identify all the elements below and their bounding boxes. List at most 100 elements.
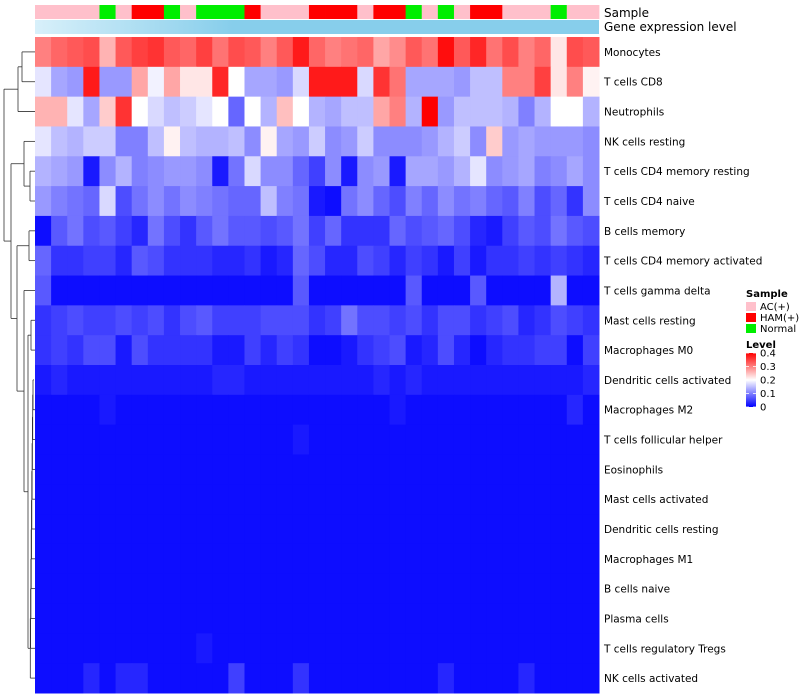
heatmap-cell: [51, 305, 68, 336]
heatmap-cell: [260, 186, 278, 217]
heatmap-cell: [325, 484, 342, 515]
heatmap-cell: [99, 484, 117, 515]
heatmap-cell: [534, 96, 552, 127]
heatmap-cell: [260, 424, 278, 455]
heatmap-cell: [244, 156, 262, 187]
heatmap-cell: [260, 394, 278, 426]
heatmap-cell: [292, 514, 310, 545]
heatmap-cell: [405, 275, 423, 306]
heatmap-cell: [83, 275, 100, 306]
heatmap-cell: [389, 37, 407, 68]
heatmap-cell: [276, 394, 294, 426]
heatmap-cell: [276, 663, 294, 694]
heatmap-cell: [550, 633, 568, 664]
legend-label-ham: HAM(+): [760, 313, 799, 324]
heatmap-cell: [83, 335, 100, 366]
heatmap-cell: [453, 454, 471, 485]
heatmap-cell: [308, 543, 326, 575]
heatmap-cell: [582, 394, 600, 426]
heatmap-cell: [405, 335, 423, 366]
heatmap-cell: [260, 365, 278, 396]
heatmap-cell: [51, 66, 68, 98]
heatmap-cell: [518, 365, 536, 396]
heatmap-cell: [325, 156, 342, 187]
heatmap-cell: [373, 215, 391, 247]
heatmap-cell: [67, 365, 84, 396]
heatmap-cell: [357, 633, 374, 664]
heatmap-cell: [196, 186, 213, 217]
heatmap-cell: [357, 275, 374, 306]
heatmap-cell: [470, 335, 487, 366]
heatmap-cell: [147, 245, 165, 277]
heatmap-cell: [308, 275, 326, 306]
heatmap-cell: [518, 335, 536, 366]
heatmap-cell: [582, 484, 600, 515]
heatmap-cell: [389, 603, 407, 634]
heatmap-cell: [276, 543, 294, 575]
heatmap-cell: [180, 514, 197, 545]
heatmap-cell: [83, 126, 100, 157]
heatmap-cell: [325, 245, 342, 277]
heatmap-cell: [308, 126, 326, 157]
sample-annotation-cell: [341, 5, 358, 19]
heatmap-cell: [228, 305, 245, 336]
heatmap-cell: [518, 424, 536, 455]
heatmap-cell: [453, 275, 471, 306]
heatmap-cell: [115, 573, 133, 605]
heatmap-cell: [550, 365, 568, 396]
heatmap-cell: [373, 126, 391, 157]
heatmap-cell: [180, 245, 197, 277]
heatmap-cell: [180, 633, 197, 664]
heatmap-cell: [260, 633, 278, 664]
heatmap-cell: [405, 186, 423, 217]
row-label: Dendritic cells activated: [604, 375, 731, 387]
heatmap-cell: [228, 156, 245, 187]
heatmap-cell: [67, 514, 84, 545]
heatmap-cell: [325, 186, 342, 217]
heatmap-cell: [163, 186, 181, 217]
heatmap-cell: [147, 484, 165, 515]
heatmap-cell: [566, 156, 584, 187]
row-label: Dendritic cells resting: [604, 524, 719, 536]
sample-annotation-cell: [147, 5, 165, 19]
heatmap-cell: [67, 633, 84, 664]
heatmap-cell: [534, 66, 552, 98]
heatmap-cell: [260, 573, 278, 605]
heatmap-cell: [357, 126, 374, 157]
heatmap-cell: [389, 663, 407, 694]
heatmap-cell: [550, 126, 568, 157]
legend-label-ac: AC(+): [760, 302, 790, 313]
heatmap-cell: [566, 37, 584, 68]
heatmap-cell: [83, 603, 100, 634]
heatmap-cell: [405, 156, 423, 187]
heatmap-cell: [35, 66, 52, 98]
heatmap-cell: [99, 245, 117, 277]
heatmap-cell: [83, 305, 100, 336]
heatmap-cell: [518, 96, 536, 127]
heatmap-cell: [212, 543, 229, 575]
heatmap-cell: [437, 96, 455, 127]
heatmap-cell: [163, 603, 181, 634]
heatmap-cell: [502, 37, 519, 68]
heatmap-cell: [325, 335, 342, 366]
heatmap-cell: [292, 305, 310, 336]
heatmap-cell: [51, 454, 68, 485]
heatmap-cell: [228, 573, 245, 605]
heatmap-cell: [518, 305, 536, 336]
heatmap-cell: [357, 335, 374, 366]
heatmap-cell: [131, 454, 149, 485]
heatmap-cell: [437, 663, 455, 694]
heatmap-cell: [421, 603, 439, 634]
heatmap-cell: [389, 275, 407, 306]
heatmap-cell: [566, 633, 584, 664]
heatmap-cell: [212, 37, 229, 68]
heatmap-cell: [518, 484, 536, 515]
heatmap-cell: [518, 245, 536, 277]
heatmap-cell: [180, 484, 197, 515]
heatmap-cell: [244, 66, 262, 98]
heatmap-cell: [486, 335, 503, 366]
heatmap-cell: [486, 186, 503, 217]
heatmap-cell: [470, 663, 487, 694]
heatmap-cell: [325, 126, 342, 157]
heatmap-cell: [373, 96, 391, 127]
